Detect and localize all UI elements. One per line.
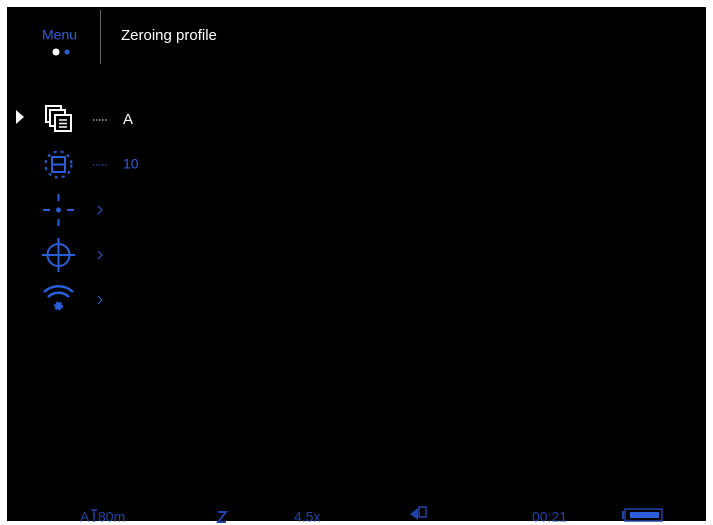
compass-icon xyxy=(215,511,229,523)
range-mode: A xyxy=(80,509,90,525)
profile-icon[interactable] xyxy=(45,105,72,132)
profile-value[interactable]: A xyxy=(123,111,133,128)
distance: 80m xyxy=(98,509,125,525)
battery-level xyxy=(630,512,659,518)
submenu-arrow xyxy=(97,295,103,305)
battery-outline xyxy=(624,508,663,522)
submenu-arrow xyxy=(97,250,103,260)
distance-value[interactable]: 10 xyxy=(123,156,139,172)
reticle-icon[interactable] xyxy=(43,194,74,226)
clock: 00:21 xyxy=(532,509,567,525)
menu-label[interactable]: Menu xyxy=(42,27,77,43)
page-dot-active xyxy=(52,48,60,56)
zoom: 4.5x xyxy=(294,509,320,525)
status-bar: A 80m 4.5x 00:21 xyxy=(80,506,663,525)
zeroing-icon[interactable] xyxy=(42,238,75,272)
selection-cursor xyxy=(16,110,24,124)
distance-icon[interactable] xyxy=(44,150,73,179)
wifi-icon[interactable] xyxy=(43,285,74,311)
recording-icon xyxy=(418,506,427,518)
display xyxy=(7,7,706,521)
screen-title: Zeroing profile xyxy=(121,27,217,44)
recording-icon xyxy=(410,508,418,520)
submenu-arrow xyxy=(97,205,103,215)
battery-tip xyxy=(622,511,624,519)
page-dot xyxy=(64,49,70,55)
